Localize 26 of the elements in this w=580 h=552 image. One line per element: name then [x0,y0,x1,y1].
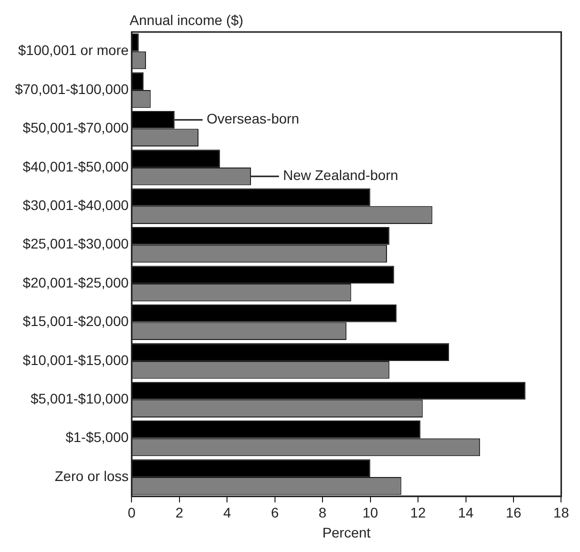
y-tick-label: $1-$5,000 [66,429,129,446]
y-tick-label: $30,001-$40,000 [22,197,129,214]
y-axis-title: Annual income ($) [130,12,244,28]
y-tick-label: $70,001-$100,000 [14,80,129,97]
x-tick-label: 10 [362,504,378,521]
x-tick-label: 2 [175,504,184,521]
y-tick-label: $10,001-$15,000 [22,352,129,368]
y-tick-label: $5,001-$10,000 [30,390,129,407]
series-label: Overseas-born [206,110,300,127]
y-tick-label: $100,001 or more [18,42,129,58]
x-tick-label: 0 [128,504,136,521]
x-tick-label: 14 [458,504,474,521]
y-tick-label: $40,001-$50,000 [22,158,129,174]
series-label: New Zealand-born [282,167,398,184]
x-tick-label: 8 [318,504,327,521]
x-tick-label: 4 [223,504,232,521]
x-tick-label: 18 [553,504,570,521]
y-tick-label: $20,001-$25,000 [22,274,129,290]
x-tick-label: 16 [506,504,522,521]
x-tick-label: 6 [270,504,279,521]
y-tick-label: $25,001-$30,000 [22,236,129,252]
y-tick-label: $50,001-$70,000 [22,120,129,136]
x-axis-title: Percent [322,524,371,540]
y-tick-label: Zero or loss [54,468,129,484]
x-tick-label: 12 [410,504,426,521]
y-tick-label: $15,001-$20,000 [22,313,129,330]
